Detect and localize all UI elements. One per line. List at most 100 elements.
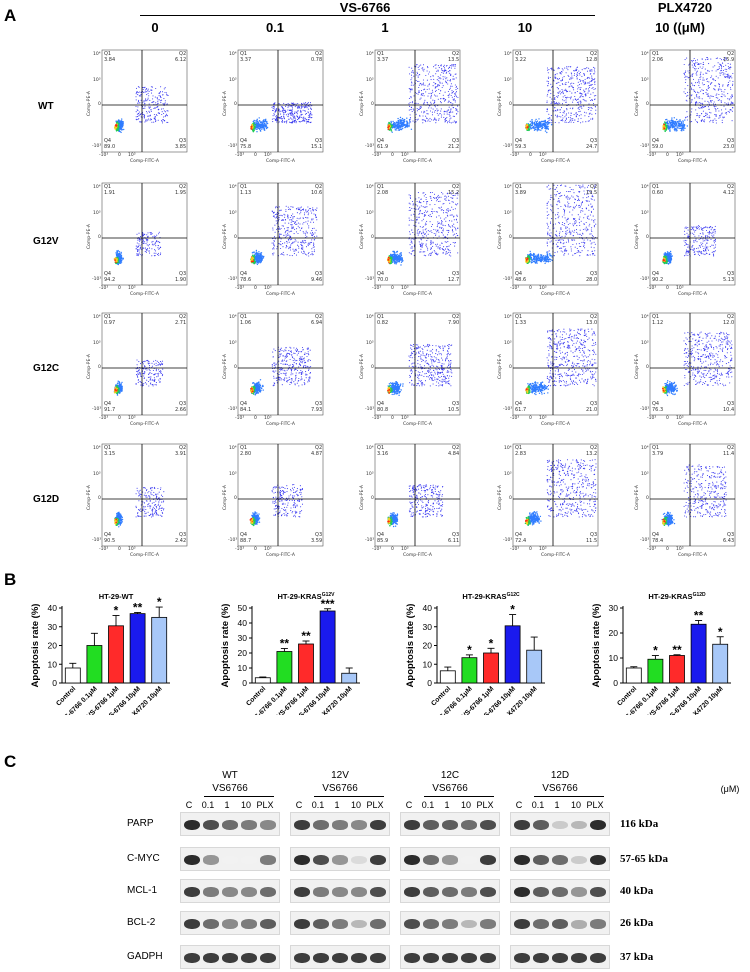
flow-event	[287, 214, 289, 216]
flow-event	[310, 221, 312, 223]
flow-event	[161, 91, 164, 93]
flow-event	[451, 65, 453, 67]
flow-event	[672, 124, 674, 126]
flow-event	[428, 71, 430, 73]
flow-event	[441, 191, 443, 194]
flow-event	[148, 107, 150, 109]
flow-event	[550, 122, 552, 124]
flow-event	[569, 119, 571, 121]
flow-event	[423, 214, 426, 216]
flow-event	[423, 215, 425, 217]
flow-event	[585, 88, 587, 90]
flow-event	[423, 201, 425, 203]
flow-event	[276, 118, 278, 120]
flow-event	[448, 254, 450, 256]
flow-event	[138, 99, 140, 101]
flow-event	[289, 219, 291, 221]
flow-event	[454, 101, 456, 103]
flow-event	[435, 252, 438, 254]
flow-event	[394, 253, 396, 255]
flow-event	[696, 115, 698, 117]
flow-event	[296, 244, 299, 246]
flow-event	[712, 103, 715, 105]
flow-event	[452, 201, 454, 203]
flow-event	[593, 95, 595, 97]
flow-event	[561, 119, 563, 121]
flow-event	[142, 234, 144, 236]
flow-event	[157, 103, 159, 105]
flow-event	[393, 260, 395, 262]
flow-event	[164, 111, 167, 113]
flow-event	[435, 233, 437, 235]
flow-event	[678, 120, 680, 122]
flow-event	[699, 66, 701, 68]
flow-event	[442, 85, 444, 87]
flow-event	[408, 103, 410, 105]
flow-event	[431, 111, 433, 113]
flow-event	[720, 109, 723, 111]
flow-event	[592, 92, 594, 94]
flow-event	[400, 122, 402, 125]
flow-event	[307, 220, 309, 222]
flow-event	[302, 106, 304, 108]
flow-event	[687, 85, 689, 87]
flow-event	[685, 79, 687, 81]
flow-event	[411, 82, 413, 84]
flow-event	[421, 246, 423, 248]
flow-event	[303, 106, 305, 108]
flow-event	[579, 88, 581, 90]
flow-event	[702, 103, 704, 105]
flow-event	[684, 71, 686, 74]
flow-event	[308, 119, 310, 121]
flow-event	[716, 69, 718, 71]
flow-event	[297, 102, 299, 105]
flow-event	[151, 121, 153, 123]
flow-event	[729, 109, 732, 111]
flow-event	[710, 77, 712, 79]
y-tick-label: 0	[98, 235, 101, 240]
flow-event	[143, 114, 146, 116]
flow-event	[136, 242, 138, 244]
flow-event	[278, 227, 280, 229]
flow-event	[421, 92, 423, 95]
flow-event	[568, 121, 571, 123]
flow-event	[153, 243, 155, 245]
flow-event	[147, 239, 149, 241]
flow-event	[580, 83, 582, 85]
flow-event	[135, 245, 137, 247]
flow-event	[546, 102, 548, 104]
flow-event	[307, 108, 309, 110]
flow-event	[119, 255, 122, 258]
flow-event	[118, 128, 121, 130]
flow-event	[135, 116, 137, 118]
flow-event	[144, 241, 146, 243]
flow-event	[723, 58, 725, 60]
flow-event	[575, 116, 577, 118]
flow-event	[300, 111, 302, 113]
flow-event	[438, 67, 440, 69]
flow-event	[559, 102, 561, 104]
flow-event	[591, 113, 593, 115]
flow-event	[121, 259, 123, 262]
flow-event	[417, 208, 419, 211]
flow-event	[148, 115, 150, 117]
flow-event	[438, 222, 441, 224]
flow-event	[569, 107, 571, 109]
flow-event	[444, 120, 447, 122]
flow-event	[273, 215, 275, 217]
flow-event	[138, 115, 140, 117]
flow-event	[135, 111, 137, 113]
flow-event	[154, 236, 156, 238]
flow-event	[409, 105, 411, 108]
flow-event	[591, 98, 593, 101]
flow-event	[541, 125, 543, 127]
flow-event	[546, 108, 548, 110]
flow-event	[420, 245, 422, 247]
flow-event	[715, 122, 717, 124]
flow-event	[136, 113, 138, 115]
flow-event	[300, 209, 302, 211]
flow-event	[158, 233, 160, 235]
flow-event	[531, 122, 534, 125]
flow-event	[447, 210, 449, 212]
flow-event	[417, 75, 419, 77]
